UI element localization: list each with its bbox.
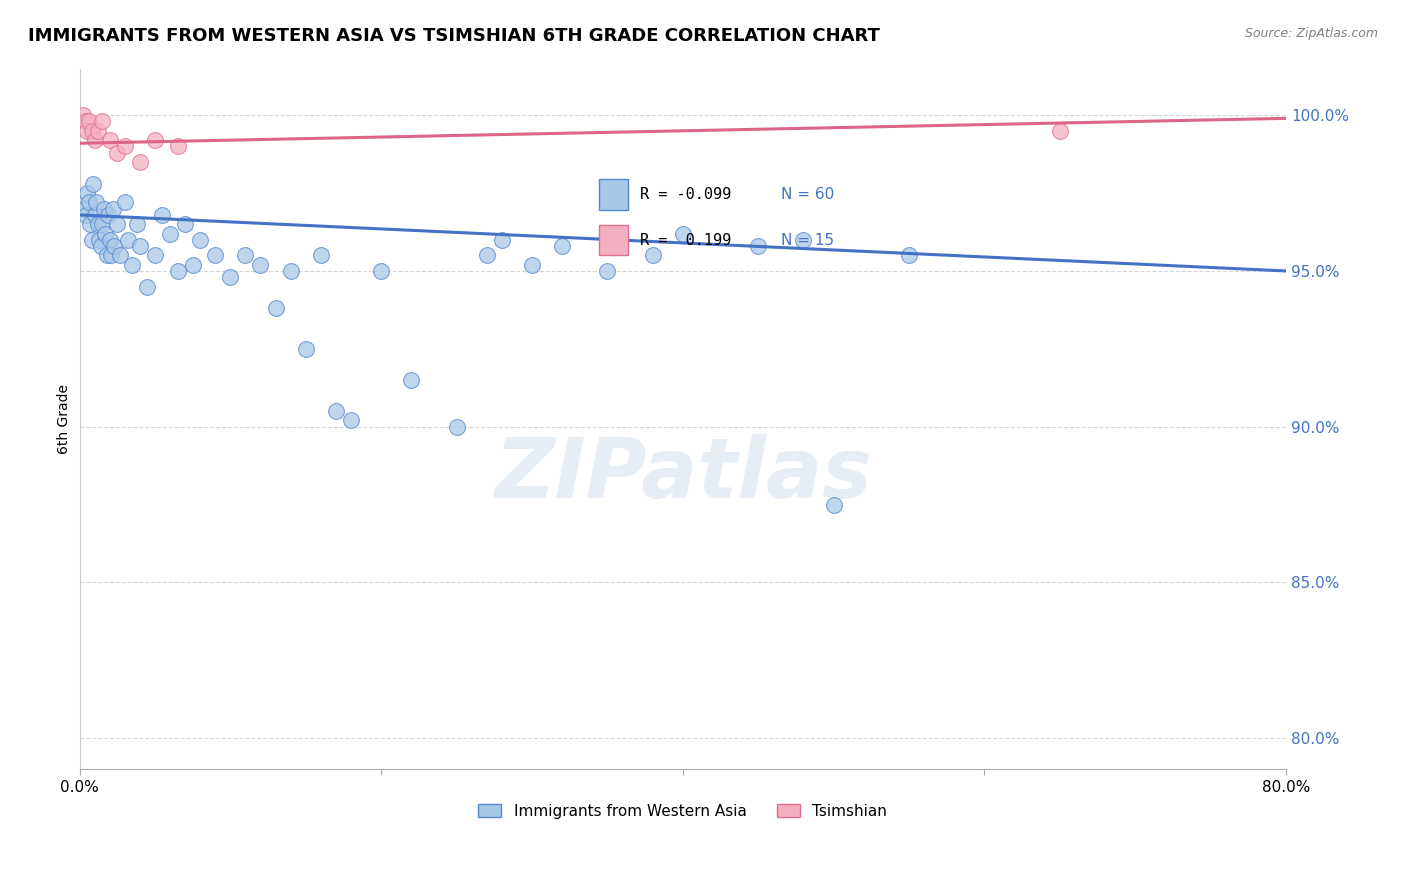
Point <box>73 202 96 216</box>
Point <box>159 227 181 241</box>
Point <box>152 208 174 222</box>
Point <box>340 413 363 427</box>
Point <box>294 342 316 356</box>
Point <box>100 248 122 262</box>
Point <box>121 258 143 272</box>
Legend: Immigrants from Western Asia, Tsimshian: Immigrants from Western Asia, Tsimshian <box>472 797 893 825</box>
Point <box>76 186 98 200</box>
Point <box>792 233 814 247</box>
Point <box>166 264 188 278</box>
Text: R =  0.199: R = 0.199 <box>640 233 731 247</box>
Point <box>75 114 97 128</box>
Point <box>128 239 150 253</box>
Point <box>596 264 619 278</box>
Point <box>641 248 664 262</box>
Point <box>520 258 543 272</box>
Point <box>672 227 695 241</box>
Point <box>105 145 128 160</box>
Point <box>75 208 97 222</box>
Text: N = 15: N = 15 <box>782 233 834 247</box>
Point <box>747 239 769 253</box>
FancyBboxPatch shape <box>599 225 628 255</box>
Point <box>125 217 148 231</box>
Point <box>264 301 287 316</box>
Point <box>181 258 204 272</box>
Point <box>204 248 226 262</box>
Point <box>143 133 166 147</box>
Point <box>94 227 117 241</box>
Text: N = 60: N = 60 <box>782 187 834 202</box>
Point <box>90 239 112 253</box>
Point <box>174 217 197 231</box>
Point <box>114 139 136 153</box>
Point <box>96 248 118 262</box>
Point <box>91 217 114 231</box>
Text: R = -0.099: R = -0.099 <box>640 187 731 202</box>
Point <box>128 155 150 169</box>
Point <box>110 248 132 262</box>
Point <box>491 233 513 247</box>
Point <box>370 264 392 278</box>
Point <box>551 239 574 253</box>
Point <box>309 248 332 262</box>
Point <box>98 133 121 147</box>
Point <box>76 124 98 138</box>
Point <box>101 202 124 216</box>
Point <box>83 208 105 222</box>
Point <box>446 419 468 434</box>
Point <box>91 114 114 128</box>
Point <box>86 217 108 231</box>
Point <box>82 177 104 191</box>
Point <box>143 248 166 262</box>
FancyBboxPatch shape <box>599 179 628 211</box>
Text: IMMIGRANTS FROM WESTERN ASIA VS TSIMSHIAN 6TH GRADE CORRELATION CHART: IMMIGRANTS FROM WESTERN ASIA VS TSIMSHIA… <box>28 27 880 45</box>
Point <box>83 133 105 147</box>
Point <box>188 233 211 247</box>
Point <box>235 248 257 262</box>
Point <box>98 233 121 247</box>
Point <box>103 239 125 253</box>
Point <box>93 202 115 216</box>
Text: Source: ZipAtlas.com: Source: ZipAtlas.com <box>1244 27 1378 40</box>
Point <box>219 270 242 285</box>
Y-axis label: 6th Grade: 6th Grade <box>58 384 72 454</box>
Point <box>105 217 128 231</box>
Point <box>77 195 100 210</box>
Point <box>1049 124 1071 138</box>
Point <box>475 248 498 262</box>
Point <box>114 195 136 210</box>
Point <box>77 114 100 128</box>
Point <box>84 195 107 210</box>
Point <box>80 124 103 138</box>
Point <box>86 124 108 138</box>
Point <box>249 258 271 272</box>
Point <box>80 233 103 247</box>
Point <box>897 248 920 262</box>
Point <box>97 208 120 222</box>
Point <box>280 264 302 278</box>
Point <box>117 233 139 247</box>
Point <box>79 217 101 231</box>
Point <box>72 108 94 122</box>
Text: ZIPatlas: ZIPatlas <box>494 434 872 516</box>
Point <box>401 373 423 387</box>
Point <box>823 498 845 512</box>
Point <box>136 279 159 293</box>
Point <box>166 139 188 153</box>
Point <box>87 233 110 247</box>
Point <box>325 404 347 418</box>
